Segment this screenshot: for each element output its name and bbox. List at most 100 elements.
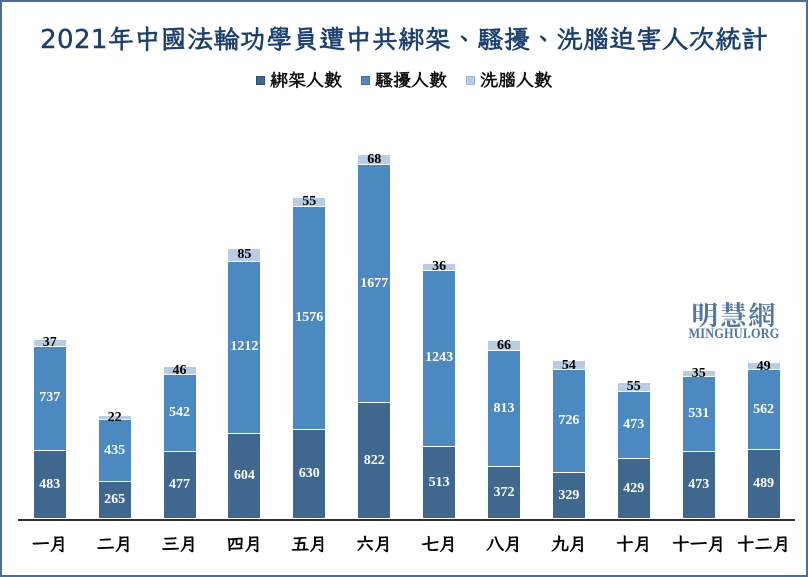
bar-segment-brainwashed-month-3 <box>163 367 196 374</box>
legend-item-brainwashed: 洗腦人數 <box>466 67 552 92</box>
bar-segment-harassed-month-11 <box>682 376 715 452</box>
bar-segment-kidnapped-month-10 <box>617 457 650 519</box>
watermark-cjk-text: 明慧網 <box>691 294 777 333</box>
value-label-harassed-month-1: 737 <box>39 390 61 406</box>
bar-segment-harassed-month-9 <box>552 368 585 472</box>
bar-segment-kidnapped-month-5 <box>293 429 326 519</box>
value-label-harassed-month-11: 531 <box>688 406 710 422</box>
x-axis-label-month-2: 二月 <box>96 532 133 556</box>
value-label-brainwashed-month-3: 46 <box>172 363 187 379</box>
value-label-brainwashed-month-11: 35 <box>691 366 706 382</box>
bar-segment-brainwashed-month-7 <box>423 264 456 270</box>
bar-segment-brainwashed-month-10 <box>617 382 650 391</box>
value-label-harassed-month-7: 1243 <box>425 350 454 366</box>
x-axis-label-month-6: 六月 <box>356 532 393 556</box>
value-label-brainwashed-month-7: 36 <box>432 259 447 275</box>
bar-segment-kidnapped-month-7 <box>423 445 456 519</box>
value-label-harassed-month-12: 562 <box>753 401 775 417</box>
legend-swatch-brainwashed <box>466 75 475 85</box>
bar-segment-brainwashed-month-9 <box>552 361 585 369</box>
bar-segment-brainwashed-month-5 <box>293 197 326 206</box>
value-label-brainwashed-month-2: 22 <box>107 410 122 426</box>
value-label-kidnapped-month-10: 429 <box>623 480 645 496</box>
bar-segment-brainwashed-month-1 <box>33 340 66 346</box>
bar-segment-kidnapped-month-12 <box>747 449 780 519</box>
bar-segment-harassed-month-4 <box>228 261 261 433</box>
value-label-brainwashed-month-9: 54 <box>561 357 576 373</box>
bar-segment-harassed-month-2 <box>98 419 131 481</box>
value-label-kidnapped-month-8: 372 <box>493 484 515 500</box>
bar-segment-harassed-month-12 <box>747 369 780 450</box>
value-label-harassed-month-9: 726 <box>558 412 580 428</box>
x-axis-label-month-8: 八月 <box>486 532 522 556</box>
value-label-harassed-month-8: 813 <box>493 400 515 416</box>
value-label-brainwashed-month-5: 55 <box>302 194 317 210</box>
x-axis-label-month-4: 四月 <box>226 532 263 556</box>
value-label-kidnapped-month-7: 513 <box>428 474 450 490</box>
bar-segment-kidnapped-month-6 <box>358 401 391 519</box>
value-label-harassed-month-3: 542 <box>169 404 190 420</box>
bar-segment-harassed-month-10 <box>617 390 650 458</box>
value-label-brainwashed-month-1: 37 <box>42 335 57 351</box>
bar-segment-brainwashed-month-6 <box>358 154 391 165</box>
value-label-brainwashed-month-8: 66 <box>497 338 511 354</box>
value-label-brainwashed-month-12: 49 <box>756 358 771 374</box>
value-label-brainwashed-month-4: 85 <box>237 247 252 263</box>
value-label-kidnapped-month-6: 822 <box>363 452 385 468</box>
x-axis-label-month-3: 三月 <box>161 532 198 556</box>
legend-swatch-kidnapped <box>256 75 265 85</box>
value-label-harassed-month-5: 1576 <box>295 309 324 325</box>
value-label-brainwashed-month-6: 68 <box>367 151 382 167</box>
legend-label-brainwashed: 洗腦人數 <box>480 67 552 92</box>
x-axis-label-month-10: 十月 <box>615 532 652 556</box>
bar-segment-brainwashed-month-4 <box>228 248 261 261</box>
value-label-kidnapped-month-12: 489 <box>753 476 775 492</box>
x-axis-label-month-12: 十二月 <box>736 532 791 556</box>
legend-label-harassed: 騷擾人數 <box>375 67 447 92</box>
chart-legend: 綁架人數 騷擾人數 洗腦人數 <box>0 69 808 90</box>
value-label-kidnapped-month-3: 477 <box>169 477 190 493</box>
legend-item-kidnapped: 綁架人數 <box>256 67 342 92</box>
x-axis-label-month-11: 十一月 <box>671 532 726 556</box>
legend-swatch-harassed <box>361 75 370 85</box>
chart-title: 2021年中國法輪功學員遭中共綁架、騷擾、洗腦迫害人次統計 <box>40 22 768 56</box>
bar-segment-kidnapped-month-3 <box>163 450 196 519</box>
value-label-harassed-month-6: 1677 <box>360 275 389 291</box>
bar-segment-kidnapped-month-1 <box>33 450 66 519</box>
bar-segment-brainwashed-month-11 <box>682 371 715 377</box>
value-label-harassed-month-10: 473 <box>623 416 645 432</box>
x-axis-label-month-5: 五月 <box>291 532 328 556</box>
legend-label-kidnapped: 綁架人數 <box>270 67 342 92</box>
value-label-kidnapped-month-2: 265 <box>104 492 126 508</box>
bar-segment-kidnapped-month-4 <box>228 432 261 519</box>
value-label-kidnapped-month-11: 473 <box>688 477 710 493</box>
x-axis-line <box>17 518 795 521</box>
value-label-harassed-month-2: 435 <box>104 442 126 458</box>
bar-segment-harassed-month-6 <box>358 164 391 402</box>
value-label-kidnapped-month-4: 604 <box>233 468 255 484</box>
watermark-latin-text: MINGHUI.ORG <box>688 326 780 342</box>
legend-item-harassed: 騷擾人數 <box>361 67 447 92</box>
value-label-kidnapped-month-5: 630 <box>298 466 320 482</box>
bar-segment-kidnapped-month-8 <box>488 465 520 519</box>
x-axis-label-month-7: 七月 <box>421 532 458 556</box>
x-axis-label-month-9: 九月 <box>550 532 587 556</box>
bar-segment-kidnapped-month-11 <box>682 451 715 519</box>
value-label-brainwashed-month-10: 55 <box>626 379 641 395</box>
value-label-kidnapped-month-1: 483 <box>39 476 61 492</box>
bar-segment-brainwashed-month-8 <box>488 341 520 351</box>
bar-segment-harassed-month-1 <box>33 345 66 450</box>
bar-segment-harassed-month-7 <box>423 269 456 446</box>
bar-segment-harassed-month-3 <box>163 374 196 451</box>
bar-segment-harassed-month-5 <box>293 205 326 430</box>
value-label-harassed-month-4: 1212 <box>230 339 259 355</box>
bar-segment-kidnapped-month-2 <box>98 480 131 519</box>
value-label-kidnapped-month-9: 329 <box>558 487 580 503</box>
x-axis-label-month-1: 一月 <box>31 532 68 556</box>
bar-segment-kidnapped-month-9 <box>552 471 585 519</box>
bar-segment-harassed-month-8 <box>488 350 520 466</box>
bar-segment-brainwashed-month-2 <box>98 416 131 420</box>
bar-segment-brainwashed-month-12 <box>747 362 780 370</box>
